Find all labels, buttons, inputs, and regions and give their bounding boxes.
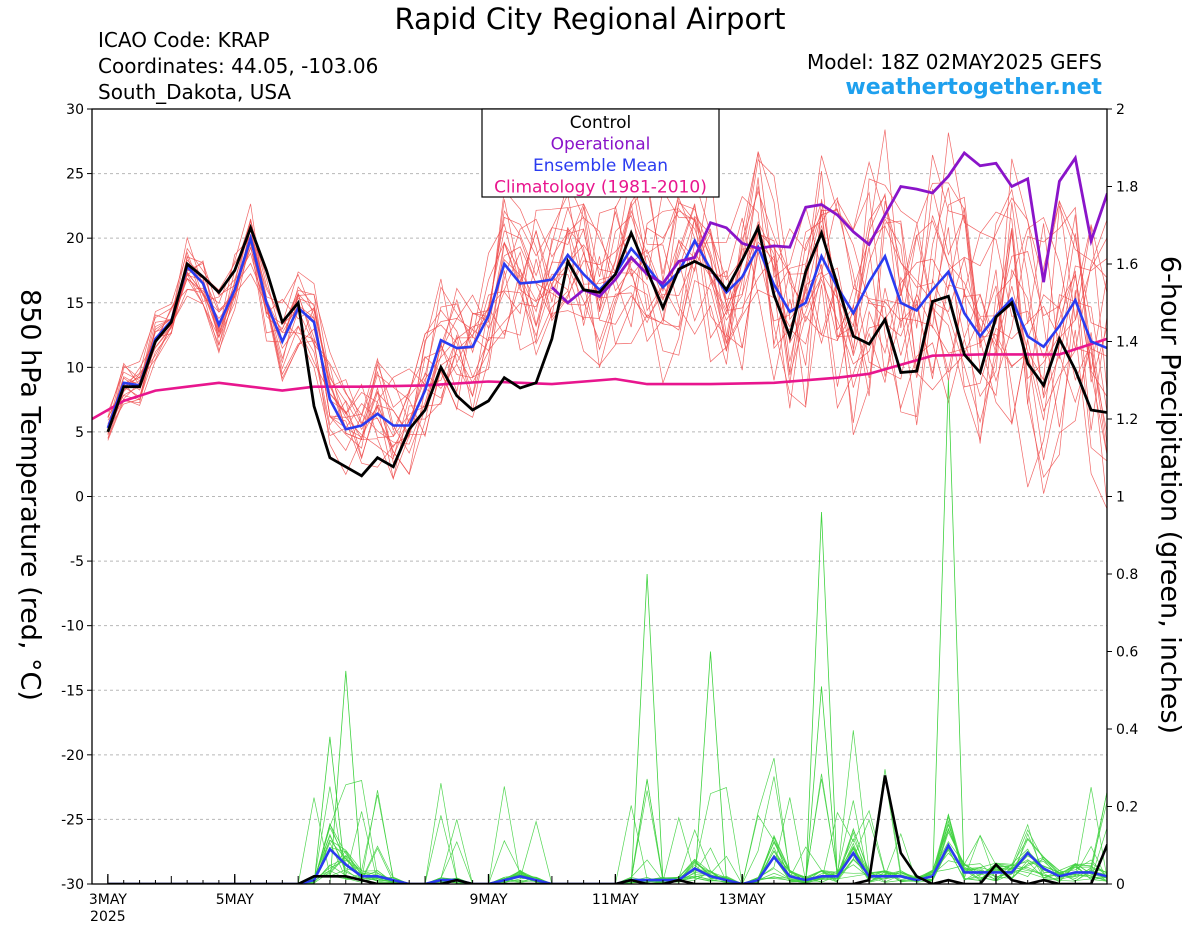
control-temperature-line — [106, 223, 1107, 478]
y-tick-label: -5 — [70, 554, 84, 570]
x-tick-label: 13MAY — [719, 892, 766, 908]
legend-entry: Control — [570, 113, 631, 133]
y-tick-label: 25 — [66, 167, 84, 183]
x-tick-label: 15MAY — [846, 892, 893, 908]
precipitation-member-line — [107, 791, 1107, 884]
temperature-member-line — [107, 177, 1107, 476]
temperature-member-line — [107, 158, 1107, 479]
control-precipitation-line — [107, 775, 1107, 884]
y2-tick-label: 2 — [1116, 102, 1125, 118]
precipitation-member-spike — [932, 380, 965, 884]
grid — [92, 173, 1107, 820]
x-tick-label: 7MAY — [343, 892, 381, 908]
precipitation-member-spike — [630, 573, 664, 884]
precipitation-member-line — [107, 758, 1107, 884]
temperature-member-line — [107, 152, 1107, 437]
y2-tick-label: 0.6 — [1116, 645, 1138, 661]
model-run: Model: 18Z 02MAY2025 GEFS — [807, 50, 1102, 74]
y-tick-label: 0 — [75, 490, 84, 506]
legend-entry: Climatology (1981-2010) — [494, 178, 707, 198]
y2-tick-label: 1 — [1116, 490, 1125, 506]
region: South_Dakota, USA — [98, 80, 292, 104]
precipitation-member-spike — [694, 651, 727, 884]
precipitation-member-line — [107, 779, 1107, 884]
legend-box — [481, 108, 720, 198]
precipitation-member-spike — [329, 670, 362, 884]
y-tick-label: -20 — [61, 748, 84, 764]
y2-tick-label: 0.2 — [1116, 800, 1138, 816]
y2-tick-label: 1.8 — [1116, 180, 1138, 196]
precipitation-member-line — [107, 805, 1107, 884]
x-tick-label: 3MAY — [89, 892, 127, 908]
y-tick-label: 15 — [66, 296, 84, 312]
y-tick-label: 5 — [75, 425, 84, 441]
y2-tick-label: 1.4 — [1116, 335, 1138, 351]
legend-entry: Operational — [551, 135, 651, 155]
precipitation-member-line — [107, 823, 1107, 884]
axes: 302520151050-5-10-15-20-25-3021.81.61.41… — [61, 102, 1138, 925]
precipitation-member-line — [107, 831, 1107, 884]
y-tick-label: -30 — [61, 877, 84, 893]
x-tick-year-label: 2025 — [90, 909, 126, 925]
temperature-member-line — [107, 171, 1107, 505]
x-tick-label: 11MAY — [592, 892, 639, 908]
temperature-member-line — [107, 132, 1107, 475]
website-link[interactable]: weathertogether.net — [845, 75, 1102, 100]
temperature-member-line — [107, 178, 1107, 481]
operational-temperature-line — [550, 150, 1107, 305]
y2-tick-label: 0.4 — [1116, 722, 1138, 738]
x-tick-label: 9MAY — [469, 892, 507, 908]
temperature-member-line — [107, 197, 1107, 510]
precipitation-member-line — [107, 778, 1107, 884]
legend-entry: Ensemble Mean — [533, 156, 668, 176]
x-tick-label: 17MAY — [973, 892, 1020, 908]
y-tick-label: 20 — [66, 231, 84, 247]
y-tick-label: -25 — [61, 812, 84, 828]
temperature-member-line — [107, 186, 1107, 456]
y2-tick-label: 1.6 — [1116, 257, 1138, 273]
y2-tick-label: 0 — [1116, 877, 1125, 893]
coordinates: Coordinates: 44.05, -103.06 — [98, 54, 379, 78]
y-tick-label: 30 — [66, 102, 84, 118]
y-tick-label: -15 — [61, 683, 84, 699]
precipitation-member-spike — [805, 511, 838, 884]
precipitation-member-spike — [313, 736, 347, 884]
precipitation-member-line — [107, 786, 1107, 884]
temperature-member-line — [107, 174, 1107, 476]
temperature-member-line — [107, 154, 1107, 464]
x-tick-label: 5MAY — [216, 892, 254, 908]
climatology-line — [92, 337, 1107, 421]
temperature-member-line — [107, 158, 1107, 438]
temperature-member-line — [107, 168, 1107, 460]
temperature-member-line — [107, 151, 1107, 494]
y-tick-label: -10 — [61, 619, 84, 635]
icao-code: ICAO Code: KRAP — [98, 28, 270, 52]
y2-tick-label: 0.8 — [1116, 567, 1138, 583]
precipitation-member-spike — [805, 686, 838, 884]
y-tick-label: 10 — [66, 360, 84, 376]
y2-tick-label: 1.2 — [1116, 412, 1138, 428]
chart-title: Rapid City Regional Airport — [394, 2, 786, 36]
precipitation-member-line — [107, 783, 1107, 884]
temperature-member-line — [107, 174, 1107, 488]
precipitation-member-line — [107, 838, 1107, 884]
ensemble-members — [107, 129, 1107, 884]
